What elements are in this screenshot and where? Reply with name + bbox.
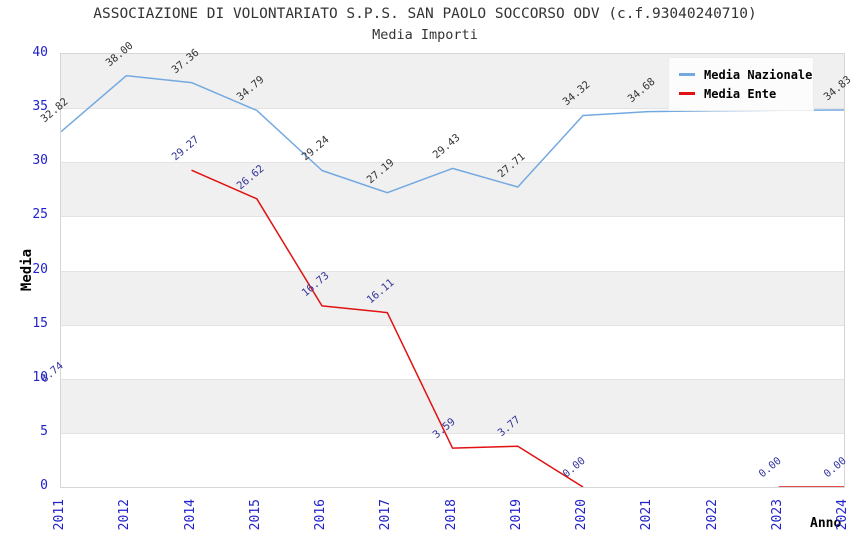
legend-swatch-media-nazionale-icon [679, 73, 695, 76]
x-tick-label: 2015 [247, 499, 263, 531]
x-axis-label: Anno [810, 516, 842, 531]
x-tick-label: 2024 [835, 499, 850, 531]
y-tick-label: 0 [40, 478, 48, 493]
y-tick-label: 25 [32, 207, 48, 223]
chart-title: ASSOCIAZIONE DI VOLONTARIATO S.P.S. SAN … [93, 6, 757, 22]
legend: Media Nazionale Media Ente [668, 57, 814, 111]
gridline [61, 378, 844, 380]
legend-swatch-media-ente-icon [679, 92, 695, 95]
y-tick-label: 40 [32, 45, 48, 60]
x-tick-label: 2014 [182, 499, 198, 531]
chart-subtitle: Media Importi [372, 27, 478, 43]
x-tick-label: 2020 [574, 499, 589, 531]
gridline [61, 432, 844, 434]
x-tick-label: 2018 [443, 499, 459, 531]
y-tick-label: 35 [32, 99, 48, 115]
y-tick-label: 5 [40, 423, 48, 439]
x-tick-label: 2022 [704, 499, 720, 531]
plot-band [61, 378, 844, 433]
y-tick-label: 20 [32, 261, 48, 277]
plot-area: 32.82 38.00 37.36 34.79 29.24 27.19 29.43 27.71… [39, 39, 850, 488]
gridline [61, 108, 844, 110]
legend-item-media-ente: Media Ente [679, 84, 803, 103]
plot-band [61, 270, 844, 325]
y-tick-label: 30 [32, 153, 48, 169]
x-tick-label: 2011 [52, 499, 67, 531]
y-tick-label: 10 [32, 369, 48, 385]
gridline [61, 162, 844, 164]
x-tick-label: 2019 [508, 499, 524, 531]
x-tick-label: 2021 [639, 499, 655, 531]
x-tick-label: 2023 [769, 499, 785, 531]
gridline [61, 324, 844, 326]
x-tick-label: 2012 [117, 499, 133, 531]
series-line-media-ente [191, 169, 584, 487]
y-tick-label: 15 [32, 315, 48, 331]
legend-label-media-ente: Media Ente [704, 86, 777, 101]
gridline [61, 270, 844, 272]
gridline [61, 216, 844, 218]
x-tick-label: 2016 [313, 499, 328, 531]
legend-item-media-nazionale: Media Nazionale [679, 65, 812, 84]
legend-label-media-nazionale: Media Nazionale [704, 67, 813, 82]
x-tick-label: 2017 [378, 499, 394, 531]
plot-band [61, 162, 844, 217]
